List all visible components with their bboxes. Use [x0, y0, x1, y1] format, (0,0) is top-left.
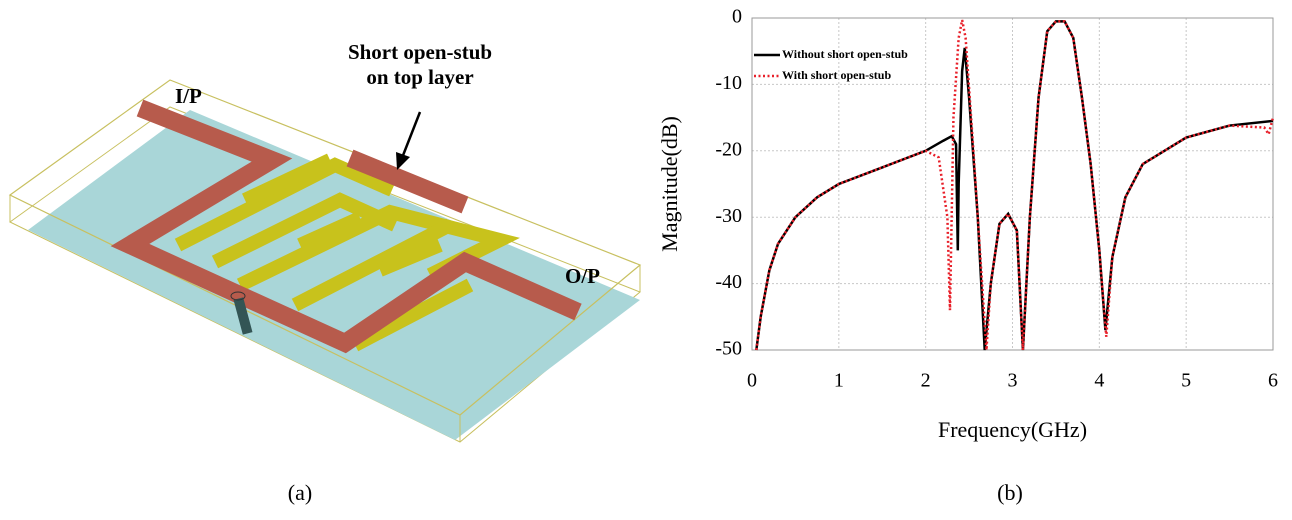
figure: I/P Short open-stub on top layer O/P (a)…: [0, 0, 1292, 520]
y-tick-label: -40: [715, 271, 742, 293]
legend-label: Without short open-stub: [782, 47, 908, 61]
y-tick-label: -50: [715, 338, 742, 360]
y-axis-label: Magnitude(dB): [657, 116, 682, 252]
x-tick-label: 1: [834, 370, 844, 392]
chart: 0 1 2 3 4 5 6 -50 -40 -30 -20 -10 0 Frequency(GHz) Mag…: [657, 6, 1278, 442]
x-axis-label: Frequency(GHz): [938, 417, 1087, 442]
x-tick-label: 3: [1008, 370, 1018, 392]
y-tick-label: -20: [715, 138, 742, 160]
x-tick-label: 5: [1181, 370, 1191, 392]
stub-label: Short open-stub: [348, 40, 492, 64]
output-label: O/P: [565, 264, 600, 288]
x-tick-label: 0: [747, 370, 757, 392]
x-tick-label: 4: [1094, 370, 1104, 392]
input-label: I/P: [175, 84, 202, 108]
caption: (a): [288, 480, 312, 505]
y-tick-label: -10: [715, 72, 742, 94]
y-tick-label: 0: [732, 6, 742, 28]
caption: (b): [997, 480, 1023, 505]
x-tick-label: 6: [1268, 370, 1278, 392]
y-tick-label: -30: [715, 205, 742, 227]
x-tick-label: 2: [921, 370, 931, 392]
legend-label: With short open-stub: [782, 68, 891, 82]
arrow: [402, 112, 420, 158]
filter-layout: I/P Short open-stub on top layer O/P: [10, 40, 640, 442]
arrow-head: [396, 152, 410, 170]
stub-label: on top layer: [366, 65, 473, 89]
